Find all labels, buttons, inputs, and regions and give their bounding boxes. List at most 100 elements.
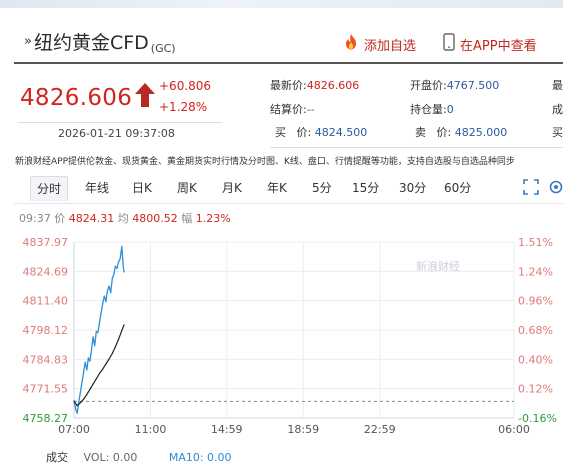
price-point [123, 271, 125, 273]
instrument-code: (GC) [150, 42, 176, 55]
tab-intraday[interactable]: 分时 [30, 176, 69, 201]
add-watchlist-button[interactable]: 添加自选 [342, 33, 416, 55]
y-tick-left: 4758.27 [23, 412, 69, 425]
y-tick-left: 4798.12 [23, 324, 69, 337]
stat-latest-value: 4826.606 [306, 79, 360, 92]
stat-col3-row2: 成 [552, 103, 563, 116]
tab-weekly-k[interactable]: 周K [177, 181, 197, 195]
y-tick-right: 0.40% [518, 353, 553, 366]
stat-oi-label: 持仓量: [410, 103, 447, 116]
stat-ask-label: 卖 [415, 126, 426, 139]
price-point [119, 257, 121, 260]
intraday-chart[interactable]: 4837.97 1.51% 4824.69 1.24% 4811.40 0.96% 4798… [0, 228, 563, 465]
tab-5min[interactable]: 5分 [312, 181, 332, 195]
price-point [108, 285, 110, 287]
stat-settle-value: -- [306, 103, 315, 116]
y-tick-left: 4837.97 [23, 236, 69, 249]
stat-bid: 买 价: 4824.500 [275, 124, 367, 140]
stat-latest-label: 最新价: [270, 79, 307, 92]
price-point [118, 261, 120, 263]
info-price: 4824.31 [68, 212, 115, 225]
chart-tabs: 分时 年线 日K 周K 月K 年K 5分 15分 30分 60分 [14, 172, 563, 204]
stat-open-label: 开盘价: [410, 79, 447, 92]
price-point [100, 312, 102, 314]
price-point [113, 273, 115, 275]
x-tick-label: 06:00 [498, 423, 530, 436]
y-tick-right: 1.51% [518, 236, 553, 249]
average-point [92, 383, 94, 385]
average-point [114, 346, 116, 348]
price-point [110, 292, 112, 294]
quote-header: » 纽约黄金CFD (GC) 添加自选 在APP中查看 [14, 26, 563, 62]
title-text: 纽约黄金CFD [33, 32, 149, 54]
average-point [95, 378, 97, 380]
app-notice: 新浪财经APP提供伦敦金、现货黄金、黄金期货实时行情及分时图、K线、盘口、行情提… [15, 157, 515, 167]
price-point [86, 369, 88, 371]
price-change: +60.806 [159, 79, 212, 93]
average-point [83, 398, 85, 400]
top-strip [0, 0, 563, 8]
price-point [92, 336, 94, 338]
price-point [95, 330, 97, 332]
price-point [98, 321, 101, 324]
fullscreen-icon[interactable] [522, 178, 540, 200]
fire-icon [342, 33, 360, 55]
price-point [90, 349, 93, 351]
average-point [102, 368, 104, 370]
stat-latest: 最新价:4826.606 [270, 77, 359, 93]
average-point [108, 358, 110, 360]
info-time: 09:37 [19, 212, 51, 225]
volume-legend: 成交 VOL: 0.00 MA10: 0.00 [46, 449, 232, 465]
average-point [118, 338, 120, 340]
tab-15min[interactable]: 15分 [352, 181, 380, 195]
stat-ask-value: 4825.000 [454, 126, 508, 139]
stat-open: 开盘价:4767.500 [410, 77, 499, 93]
stat-oi-value: 0 [446, 103, 454, 116]
header-divider [14, 62, 563, 64]
stat-bid-sep: 价: [296, 126, 312, 139]
average-point [76, 405, 78, 407]
price-point [83, 371, 85, 373]
tab-year-line[interactable]: 年线 [85, 181, 110, 195]
phone-icon [442, 33, 456, 55]
x-tick-label: 14:59 [211, 423, 243, 436]
stat-ask: 卖 价: 4825.000 [415, 124, 507, 140]
price-point [76, 412, 78, 414]
price-point [81, 381, 83, 383]
price-point [97, 331, 99, 334]
average-point [79, 402, 81, 404]
tab-monthly-k[interactable]: 月K [222, 181, 242, 195]
y-tick-right: -0.16% [518, 412, 557, 425]
stat-settle: 结算价:-- [270, 101, 315, 117]
stats-underline [270, 147, 563, 148]
volume-label: 成交 [46, 451, 68, 464]
average-point [121, 330, 123, 332]
tab-30min[interactable]: 30分 [399, 181, 427, 195]
price-point [79, 391, 81, 393]
stat-bid-value: 4824.500 [314, 126, 368, 139]
gear-icon[interactable] [548, 178, 563, 200]
average-point [111, 352, 113, 355]
view-in-app-label: 在APP中查看 [460, 38, 537, 54]
price-point [114, 265, 116, 267]
y-tick-right: 0.68% [518, 324, 553, 337]
average-point [89, 388, 91, 390]
tab-yearly-k[interactable]: 年K [267, 181, 287, 195]
price-change-percent: +1.28% [159, 100, 208, 114]
average-point [86, 393, 88, 396]
price-point [103, 295, 105, 297]
price-point [87, 357, 89, 359]
price-block: 4826.606 +60.806 +1.28% 2026-01-21 09:37… [18, 76, 218, 146]
view-in-app-button[interactable]: 在APP中查看 [442, 33, 537, 55]
add-watchlist-label: 添加自选 [364, 38, 417, 54]
last-price: 4826.606 [20, 85, 133, 111]
price-point [106, 289, 109, 292]
info-amp-label: 幅 [181, 212, 193, 225]
tab-daily-k[interactable]: 日K [132, 181, 152, 195]
tab-60min[interactable]: 60分 [444, 181, 472, 195]
price-point [84, 361, 86, 363]
x-tick-label: 18:59 [287, 423, 319, 436]
stat-col3-row3: 买 [552, 126, 563, 139]
title-mark: » [24, 34, 32, 49]
y-tick-right: 1.24% [518, 265, 553, 278]
